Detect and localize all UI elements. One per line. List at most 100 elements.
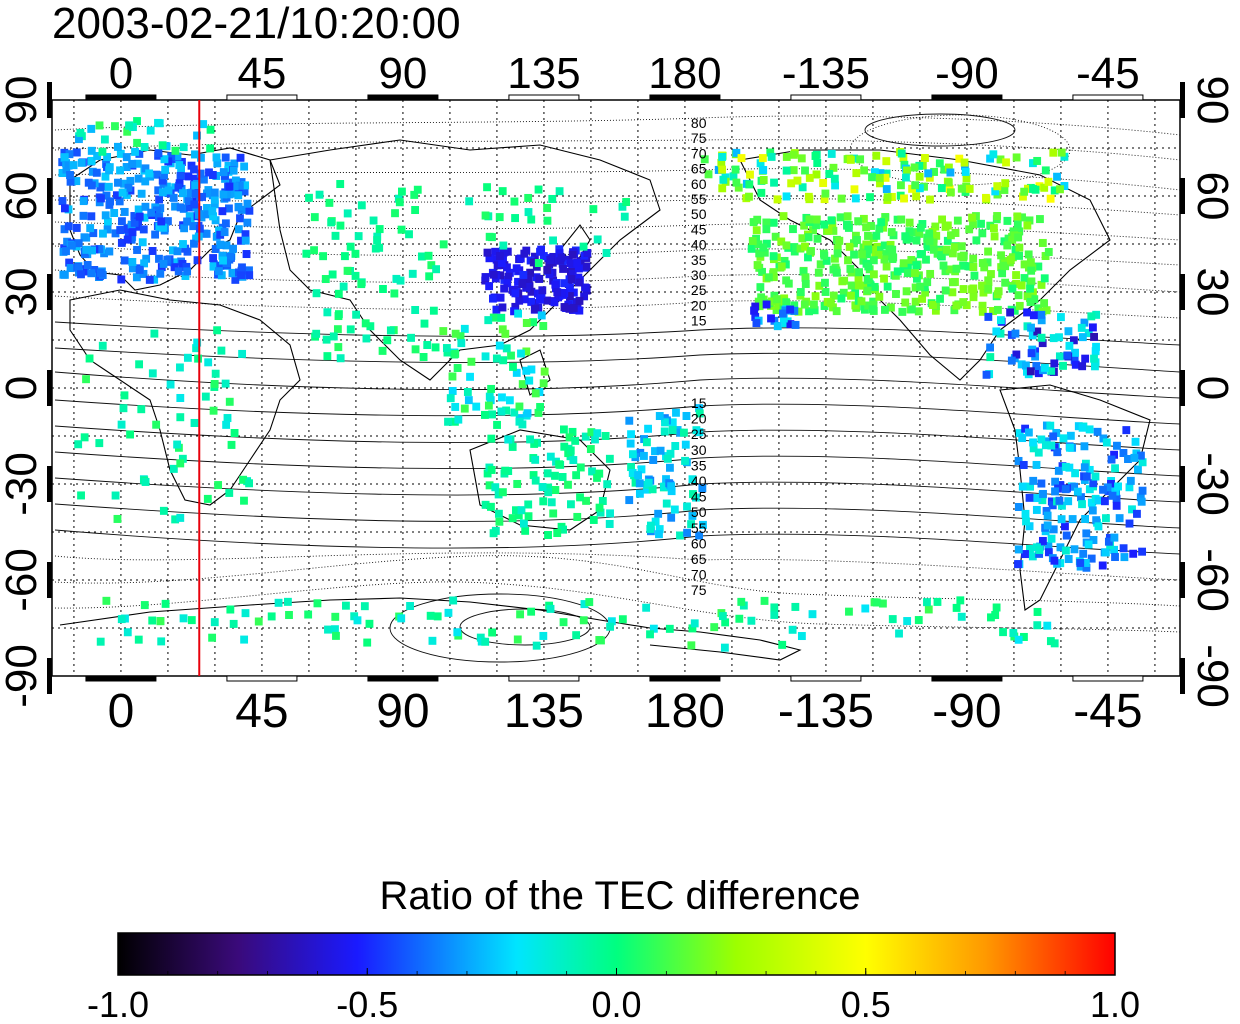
tec-pixel [770,603,779,612]
tec-pixel [197,153,205,162]
tec-pixel [553,288,562,297]
tec-pixel [529,258,538,267]
tec-pixel [310,246,318,255]
tec-pixel [142,254,151,263]
tec-pixel [602,248,611,257]
tec-pixel [980,263,989,272]
tec-pixel [135,360,144,369]
tec-pixel [334,343,343,352]
tec-pixel [820,195,829,204]
tec-pixel [1043,521,1052,530]
contour-label: 20 [691,297,707,313]
tec-pixel [83,261,92,270]
tec-pixel [1029,159,1037,168]
tec-pixel [216,261,225,270]
tec-pixel [193,338,202,347]
tec-pixel [235,181,244,190]
tec-pixel [994,287,1003,296]
tec-pixel [332,631,340,640]
lon-label-bottom: 180 [645,685,725,738]
tec-pixel [830,174,839,183]
tec-pixel [133,245,141,254]
tec-pixel [159,506,168,515]
tec-pixel [1043,621,1052,630]
tec-pixel [201,392,210,401]
tec-pixel [1136,493,1145,502]
tec-pixel [948,278,957,287]
tec-pixel [807,247,815,256]
tec-pixel [876,169,885,178]
tec-pixel [595,469,604,478]
tec-pixel [605,519,614,528]
tec-pixel [790,306,799,315]
tec-pixel [931,306,940,315]
tec-pixel [1073,487,1082,496]
tec-pixel [171,515,180,524]
tec-pixel [797,154,806,163]
tec-pixel [116,166,124,175]
tec-pixel [141,177,150,186]
tec-pixel [854,217,863,226]
tec-pixel [212,153,221,162]
tec-pixel [847,281,856,290]
tec-pixel [544,483,553,492]
tec-pixel [510,408,519,417]
tec-pixel [545,270,554,279]
tec-pixel [489,313,498,322]
tec-pixel [986,154,995,163]
tec-pixel [909,228,918,237]
tec-pixel [267,612,276,621]
tec-pixel [66,177,75,186]
tec-pixel [134,174,143,183]
tec-pixel [649,624,658,633]
tec-pixel [1137,451,1145,460]
tec-pixel [597,636,605,645]
tec-pixel [651,517,660,526]
tec-pixel [88,167,97,176]
tec-pixel [796,288,805,297]
tec-pixel [1040,299,1049,308]
tec-pixel [1027,323,1035,332]
tec-pixel [336,221,345,230]
tec-pixel [383,336,392,345]
tec-pixel [833,249,842,258]
tec-pixel [86,224,95,233]
tec-pixel [798,234,807,243]
tec-pixel [978,307,987,316]
tec-pixel [791,320,800,329]
tec-pixel [60,153,69,162]
tec-pixel [569,456,578,465]
tec-pixel [837,194,846,203]
tec-pixel [127,235,136,244]
tec-pixel [75,135,83,144]
tec-pixel [1078,423,1087,432]
colorbar-tick-label: 0.0 [591,984,641,1024]
tec-pixel [1006,308,1015,317]
tec-pixel [1051,477,1060,486]
tec-pixel [1115,514,1124,523]
tec-pixel [487,434,496,443]
tec-pixel [718,612,727,621]
lon-label-bottom: 45 [235,685,288,738]
tec-pixel [488,628,497,637]
tec-pixel [155,195,164,204]
tec-pixel [996,155,1005,164]
tec-pixel [646,630,654,639]
tec-pixel [644,424,652,433]
tec-pixel [1025,522,1034,531]
tec-pixel [1014,291,1023,300]
tec-pixel [154,149,163,158]
lon-label-top: 0 [109,49,133,98]
tec-pixel [932,231,941,240]
tec-pixel [770,610,779,619]
tec-pixel [92,168,101,177]
tec-pixel [814,268,823,277]
tec-pixel [782,241,791,250]
tec-pixel [408,269,417,278]
tec-pixel [1015,243,1024,252]
tec-pixel [491,483,500,492]
tec-pixel [978,229,987,238]
tec-pixel [1044,247,1053,256]
tec-pixel [929,245,938,254]
tec-pixel [160,171,168,180]
